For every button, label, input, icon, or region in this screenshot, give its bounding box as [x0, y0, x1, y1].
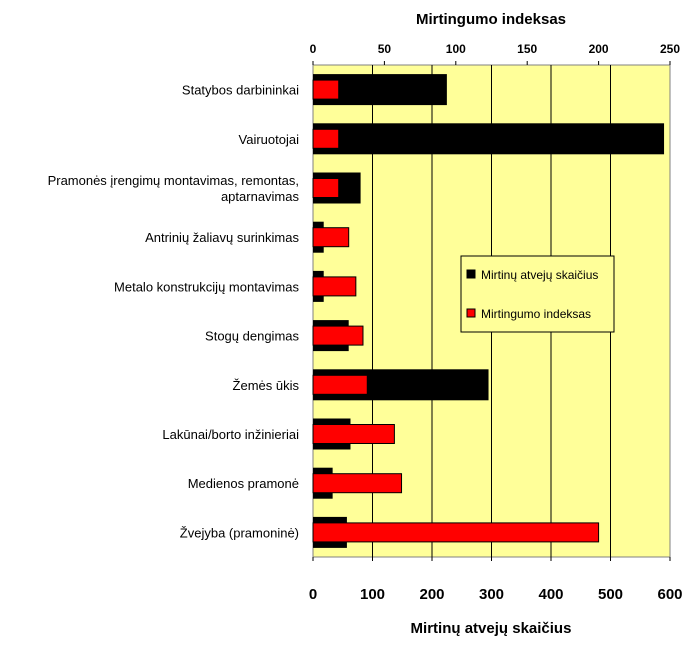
bar-index-2 — [312, 178, 340, 198]
category-label-3: Antrinių žaliavų surinkimas — [145, 230, 299, 245]
bottom-tick-label-4: 400 — [538, 586, 563, 603]
bar-deaths-1 — [313, 123, 665, 155]
top-tick-label-5: 250 — [660, 42, 680, 56]
category-label-9: Žvejyba (pramoninė) — [180, 525, 299, 540]
top-tick-label-2: 100 — [446, 42, 466, 56]
legend-swatch-deaths — [466, 269, 476, 279]
bar-index-8 — [312, 473, 403, 494]
bottom-tick-label-0: 0 — [309, 586, 317, 603]
category-label-6: Žemės ūkis — [233, 378, 300, 393]
category-label-8: Medienos pramonė — [188, 476, 299, 491]
bar-index-1 — [312, 128, 340, 149]
legend-label-deaths: Mirtinų atvejų skaičius — [481, 268, 598, 282]
bottom-axis-title: Mirtinų atvejų skaičius — [411, 620, 572, 637]
bar-index-5 — [312, 325, 364, 346]
bottom-axis-ticks: 0 100 200 300 400 500 600 — [309, 557, 683, 603]
legend-box — [460, 255, 615, 333]
bar-index-3 — [312, 227, 350, 248]
bottom-tick-label-6: 600 — [657, 586, 682, 603]
bottom-tick-label-5: 500 — [598, 586, 623, 603]
category-label-4: Metalo konstrukcijų montavimas — [114, 279, 299, 294]
bar-index-7 — [312, 424, 395, 444]
legend-label-index: Mirtingumo indeksas — [481, 307, 591, 321]
category-labels: Statybos darbininkai Vairuotojai Pramonės … — [48, 83, 300, 541]
top-tick-label-1: 50 — [378, 42, 392, 56]
bar-index-9 — [312, 522, 600, 543]
top-tick-label-0: 0 — [310, 42, 317, 56]
category-label-1: Vairuotojai — [239, 132, 300, 147]
category-label-5: Stogų dengimas — [205, 329, 299, 344]
legend: Mirtinų atvejų skaičius Mirtingumo indek… — [460, 255, 615, 333]
bar-index-6 — [312, 374, 368, 395]
bottom-tick-label-1: 100 — [360, 586, 385, 603]
bars — [312, 74, 665, 548]
bottom-tick-label-3: 300 — [479, 586, 504, 603]
category-label-0: Statybos darbininkai — [182, 83, 299, 98]
top-axis-title: Mirtingumo indeksas — [416, 11, 566, 28]
category-label-2-line-0: Pramonės įrengimų montavimas, remontas, — [48, 173, 299, 188]
top-axis-ticks: 0 50 100 150 200 250 — [310, 42, 680, 65]
top-tick-label-3: 150 — [517, 42, 537, 56]
category-label-7: Lakūnai/borto inžinieriai — [162, 427, 299, 442]
bar-index-4 — [312, 276, 357, 297]
legend-swatch-index — [466, 308, 476, 318]
bottom-tick-label-2: 200 — [419, 586, 444, 603]
category-label-2-line-1: aptarnavimas — [221, 189, 300, 204]
top-tick-label-4: 200 — [589, 42, 609, 56]
bar-index-0 — [312, 79, 340, 100]
